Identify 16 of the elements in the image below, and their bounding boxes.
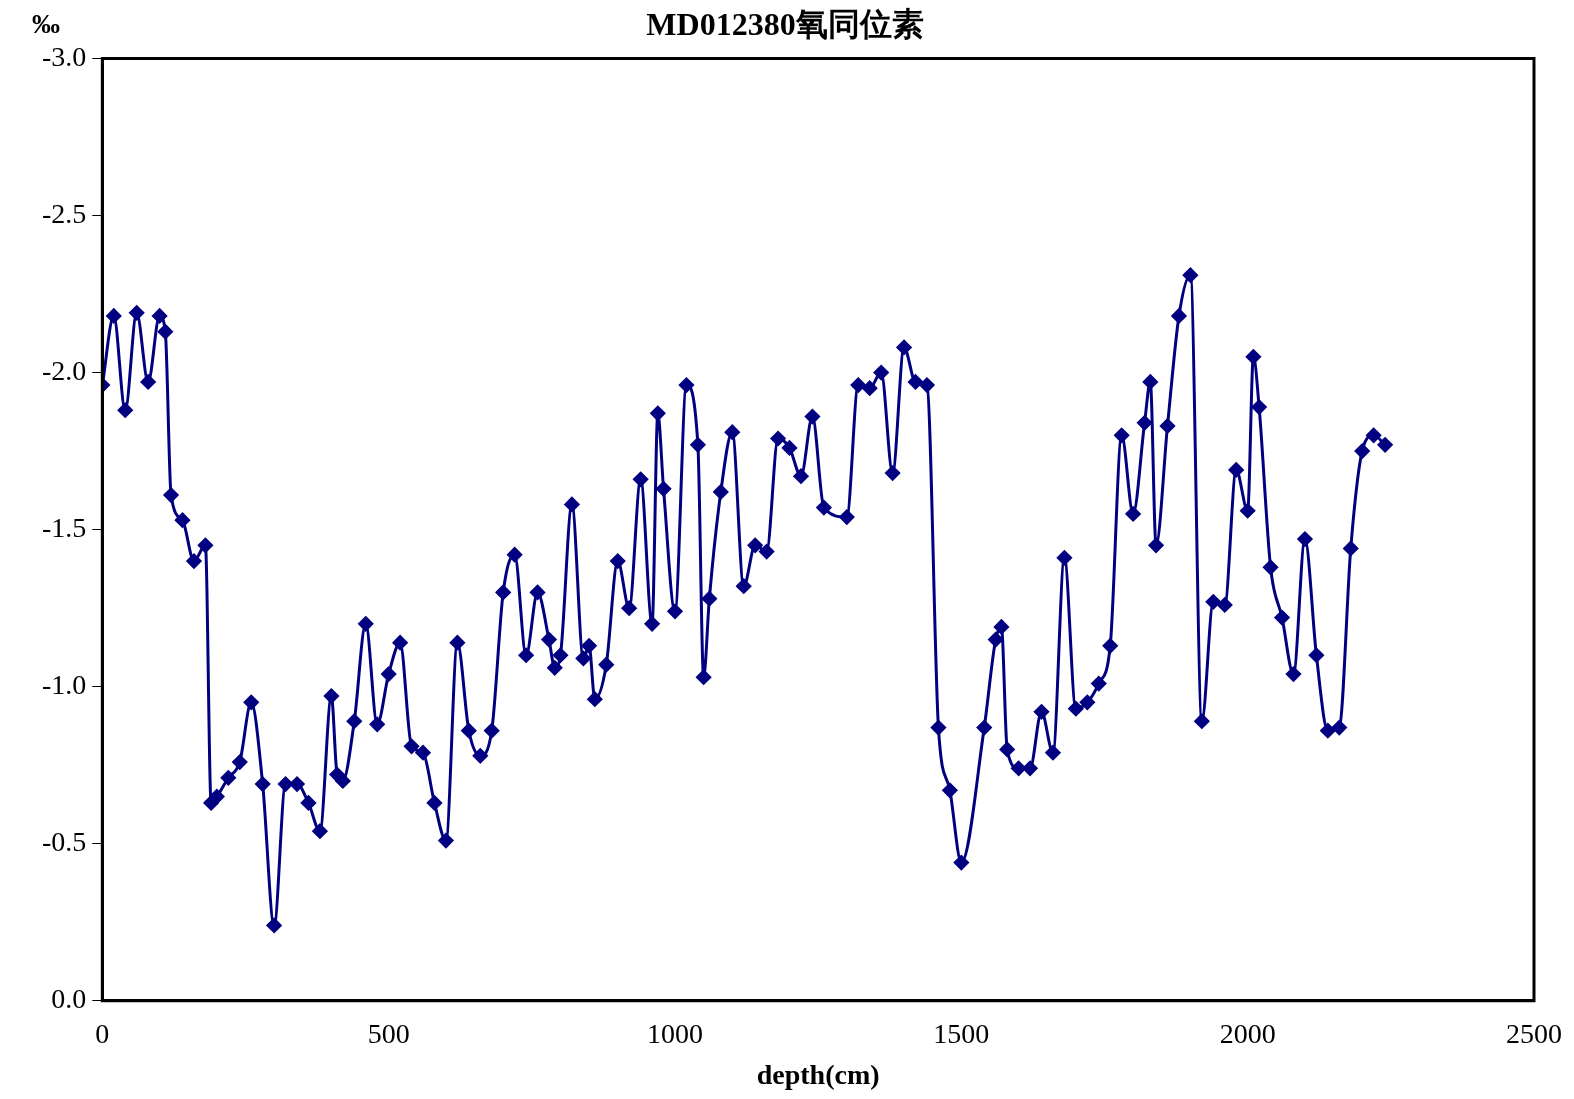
- y-tick-label: 0.0: [51, 983, 87, 1015]
- y-tick-label: -3.0: [42, 40, 87, 72]
- x-tick-label: 1000: [646, 1017, 703, 1049]
- x-tick-label: 2000: [1219, 1017, 1276, 1049]
- chart-title: MD012380氧同位素: [646, 6, 924, 43]
- y-tick-label: -1.5: [42, 511, 87, 543]
- x-tick-label: 1500: [933, 1017, 990, 1049]
- y-tick-label: -1.0: [42, 669, 87, 701]
- x-axis-title: depth(cm): [756, 1059, 880, 1091]
- x-tick-label: 500: [367, 1017, 410, 1049]
- y-axis-title: ‰: [32, 8, 60, 40]
- y-tick-label: -2.0: [42, 354, 87, 386]
- x-tick-label: 2500: [1506, 1017, 1562, 1049]
- x-tick-label: 0: [95, 1017, 110, 1049]
- y-tick-label: -0.5: [42, 826, 87, 858]
- y-tick-label: -2.5: [42, 197, 87, 229]
